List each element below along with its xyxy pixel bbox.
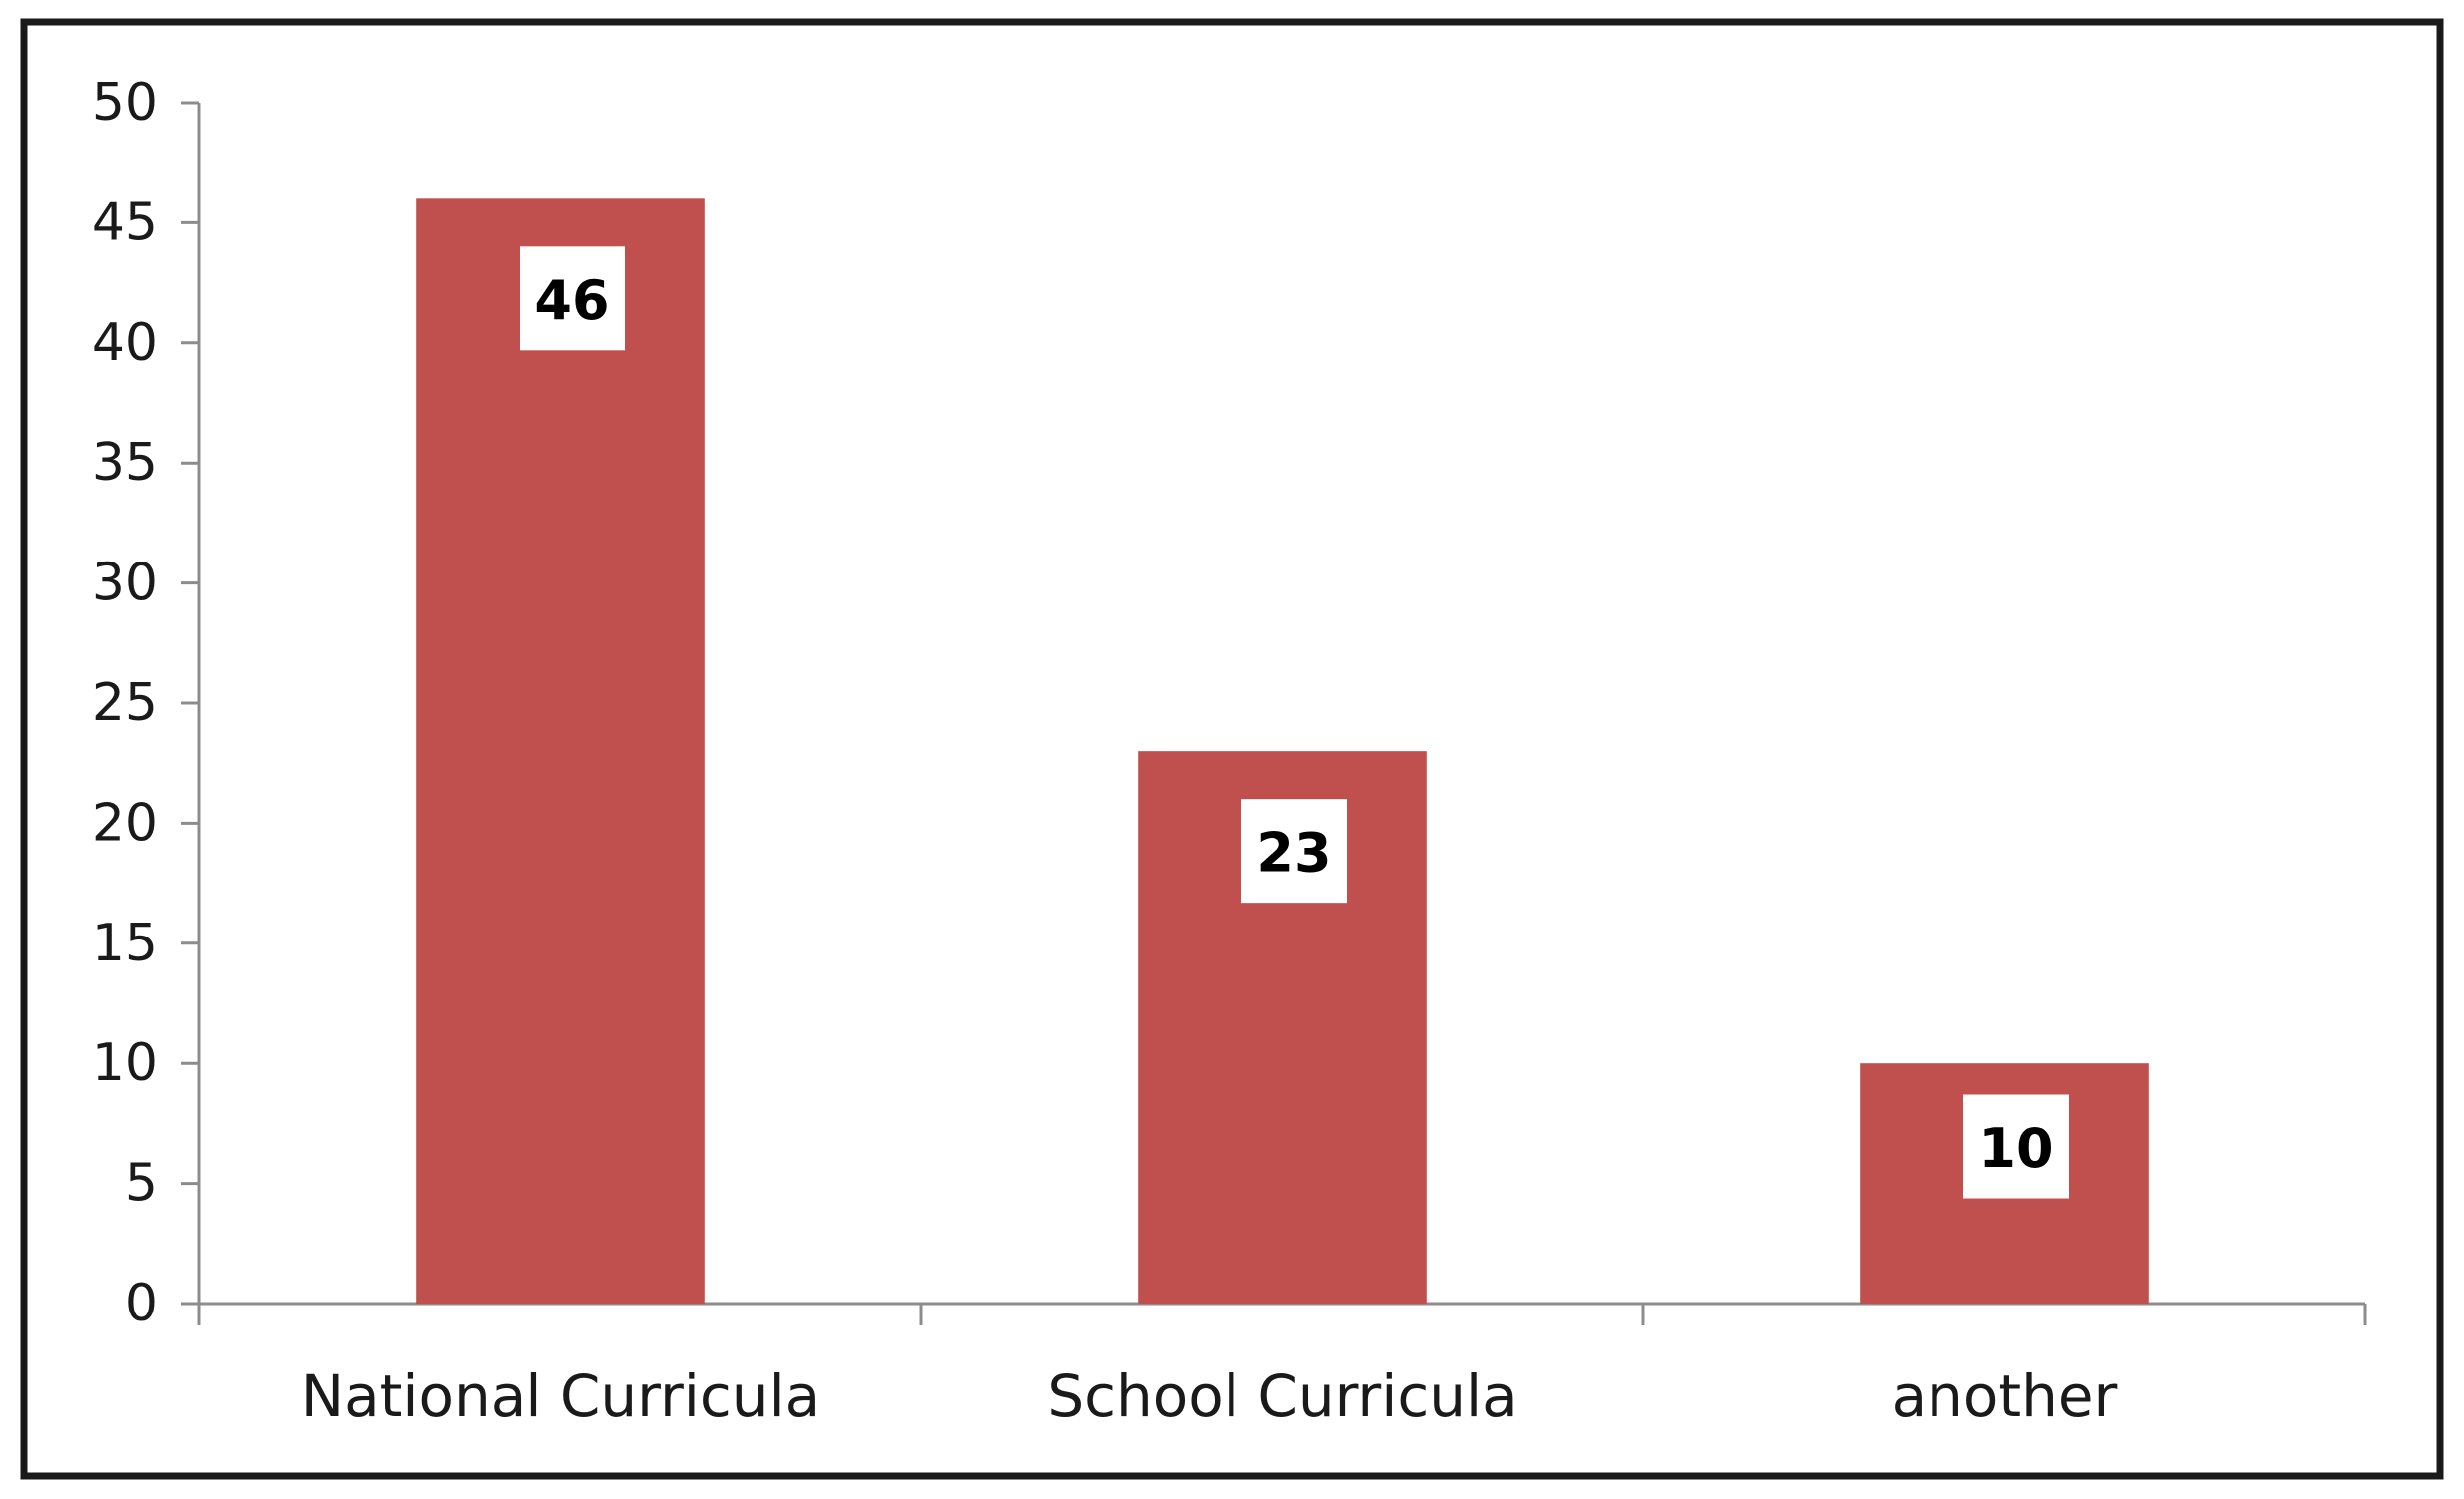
data-label-box — [1963, 1094, 2069, 1199]
data-labels: 46 23 10 — [520, 246, 2069, 1199]
y-tick-label: 40 — [92, 313, 158, 373]
data-label: 23 — [1256, 822, 1331, 885]
data-label-box — [1241, 799, 1347, 904]
x-category-label: School Curricula — [1047, 1362, 1517, 1430]
y-axis: 0 5 10 15 20 25 30 35 40 45 50 — [92, 73, 201, 1333]
data-label-box — [520, 246, 625, 351]
x-category-label: National Curricula — [301, 1362, 820, 1430]
y-tick-label: 50 — [92, 73, 158, 133]
bars — [416, 198, 2149, 1304]
x-category-label: another — [1892, 1362, 2118, 1430]
y-tick-label: 15 — [92, 914, 158, 973]
y-tick-label: 25 — [92, 673, 158, 733]
y-tick-label: 10 — [92, 1033, 158, 1093]
y-tick-label: 35 — [92, 433, 158, 493]
data-label: 10 — [1978, 1117, 2053, 1180]
bar — [416, 198, 705, 1304]
y-tick-label: 45 — [92, 192, 158, 252]
y-tick-label: 20 — [92, 793, 158, 853]
y-tick-label: 5 — [125, 1154, 158, 1214]
y-tick-label: 0 — [125, 1274, 158, 1333]
y-tick-label: 30 — [92, 554, 158, 613]
data-label: 46 — [534, 269, 609, 332]
